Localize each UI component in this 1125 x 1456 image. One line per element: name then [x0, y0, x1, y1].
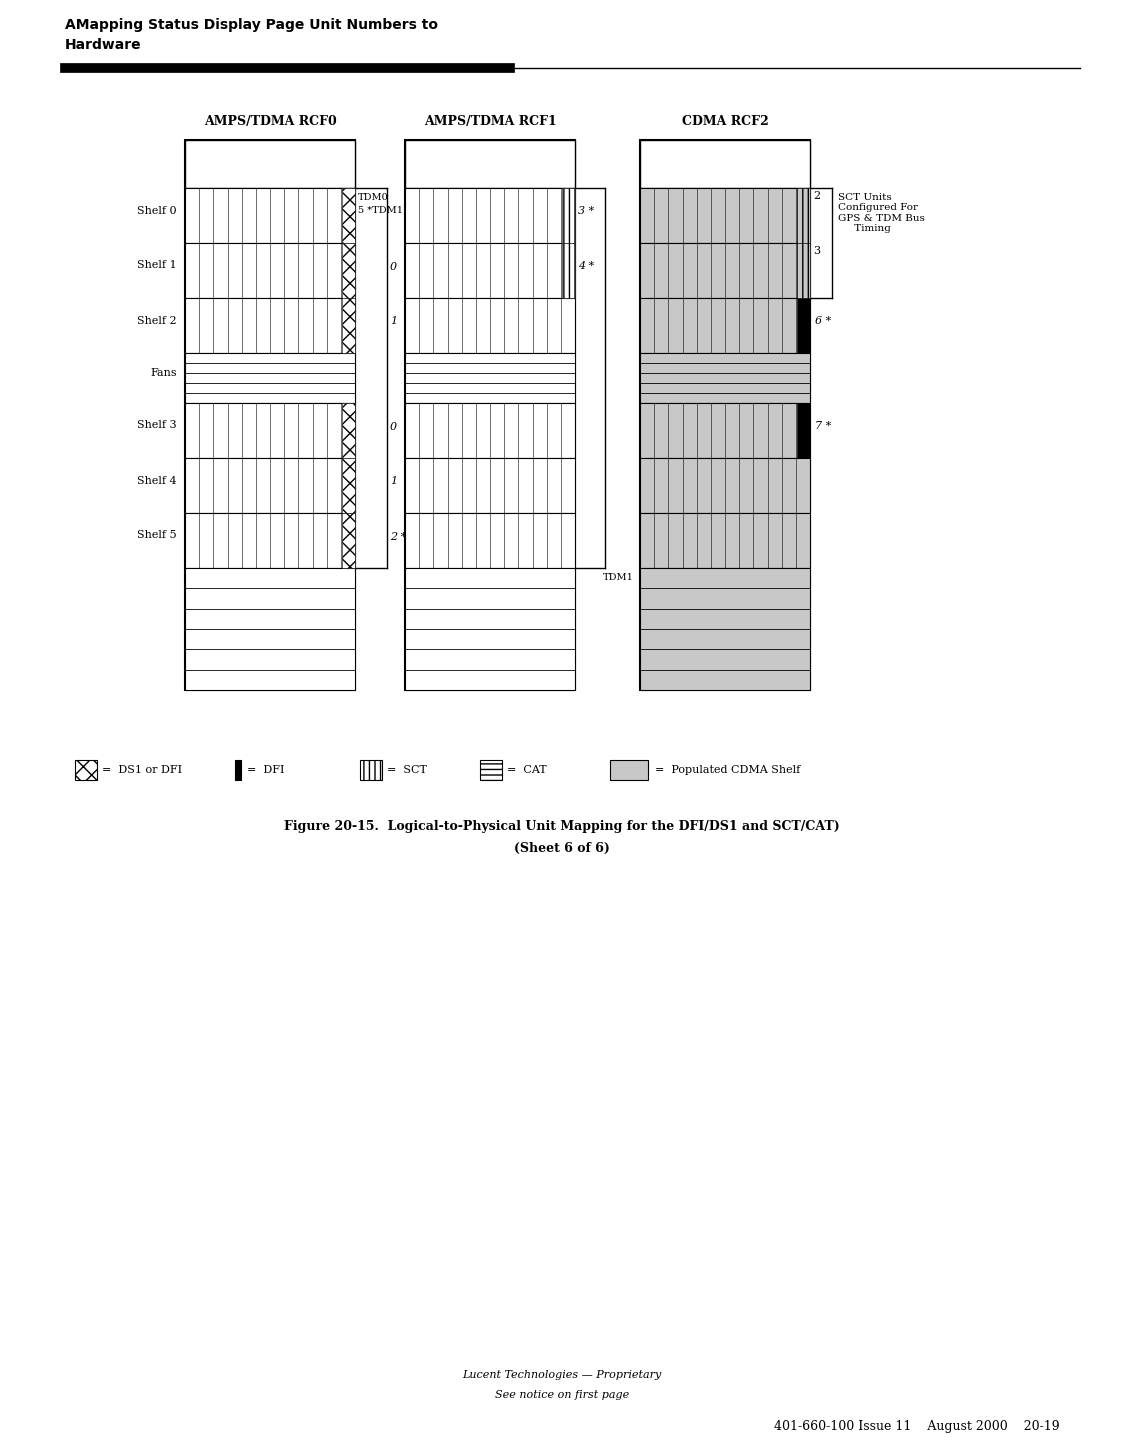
Text: Shelf 4: Shelf 4: [137, 476, 177, 485]
Bar: [184, 568, 356, 690]
Text: Lucent Technologies — Proprietary: Lucent Technologies — Proprietary: [462, 1370, 662, 1380]
Text: Shelf 2: Shelf 2: [137, 316, 177, 326]
Text: 5 *TDM1: 5 *TDM1: [358, 205, 403, 215]
Bar: [184, 459, 356, 513]
Bar: [480, 760, 502, 780]
Bar: [640, 459, 810, 513]
Text: Fans: Fans: [151, 368, 177, 379]
Text: Shelf 1: Shelf 1: [137, 261, 177, 271]
Text: AMPS/TDMA RCF0: AMPS/TDMA RCF0: [204, 115, 336, 128]
Text: 3: 3: [813, 246, 820, 256]
Text: 4 *: 4 *: [578, 261, 594, 271]
Text: 2: 2: [813, 191, 820, 201]
Text: TDM1: TDM1: [603, 574, 633, 582]
Text: Shelf 5: Shelf 5: [137, 530, 177, 540]
Bar: [184, 188, 356, 243]
Bar: [75, 760, 97, 780]
Bar: [184, 403, 356, 459]
Bar: [360, 760, 382, 780]
Text: Figure 20-15.  Logical-to-Physical Unit Mapping for the DFI/DS1 and SCT/CAT): Figure 20-15. Logical-to-Physical Unit M…: [285, 820, 840, 833]
Bar: [405, 243, 575, 298]
Text: 0: 0: [390, 421, 397, 431]
Bar: [405, 403, 575, 459]
Text: =  CAT: = CAT: [507, 764, 547, 775]
Text: 2 *: 2 *: [390, 531, 406, 542]
Bar: [796, 243, 810, 298]
Bar: [342, 298, 356, 352]
Text: 6 *: 6 *: [814, 316, 831, 326]
Bar: [640, 568, 810, 690]
Bar: [610, 760, 648, 780]
Bar: [184, 352, 356, 403]
Bar: [405, 188, 575, 243]
Text: =  SCT: = SCT: [387, 764, 426, 775]
Bar: [342, 513, 356, 568]
Text: See notice on first page: See notice on first page: [495, 1390, 629, 1401]
Text: =  Populated CDMA Shelf: = Populated CDMA Shelf: [655, 764, 800, 775]
Text: 7 *: 7 *: [814, 421, 831, 431]
Bar: [640, 403, 810, 459]
Bar: [342, 459, 356, 513]
Bar: [342, 403, 356, 459]
Text: AMPS/TDMA RCF1: AMPS/TDMA RCF1: [424, 115, 557, 128]
Bar: [184, 298, 356, 352]
Text: (Sheet 6 of 6): (Sheet 6 of 6): [514, 842, 610, 855]
Bar: [640, 243, 810, 298]
Text: SCT Units
Configured For
GPS & TDM Bus
     Timing: SCT Units Configured For GPS & TDM Bus T…: [838, 194, 925, 233]
Text: 1: 1: [390, 476, 397, 486]
Bar: [405, 140, 575, 188]
Bar: [640, 188, 810, 243]
Bar: [405, 298, 575, 352]
Text: Hardware: Hardware: [65, 38, 142, 52]
Bar: [562, 188, 575, 243]
Bar: [796, 298, 810, 352]
Bar: [405, 352, 575, 403]
Text: 0: 0: [390, 262, 397, 271]
Text: 401-660-100 Issue 11    August 2000    20-19: 401-660-100 Issue 11 August 2000 20-19: [774, 1420, 1060, 1433]
Bar: [640, 352, 810, 403]
Bar: [342, 188, 356, 243]
Bar: [405, 568, 575, 690]
Bar: [640, 298, 810, 352]
Text: =  DFI: = DFI: [248, 764, 285, 775]
Bar: [405, 459, 575, 513]
Text: Shelf 0: Shelf 0: [137, 205, 177, 215]
Bar: [184, 140, 356, 690]
Bar: [640, 513, 810, 568]
Bar: [235, 760, 241, 780]
Text: CDMA RCF2: CDMA RCF2: [682, 115, 768, 128]
Text: 1: 1: [390, 316, 397, 326]
Bar: [640, 140, 810, 188]
Bar: [405, 140, 575, 690]
Text: TDM0: TDM0: [358, 194, 389, 202]
Bar: [184, 140, 356, 188]
Bar: [562, 243, 575, 298]
Text: =  DS1 or DFI: = DS1 or DFI: [102, 764, 182, 775]
Bar: [184, 513, 356, 568]
Bar: [405, 513, 575, 568]
Bar: [342, 243, 356, 298]
Text: AMapping Status Display Page Unit Numbers to: AMapping Status Display Page Unit Number…: [65, 17, 438, 32]
Bar: [796, 403, 810, 459]
Text: 3 *: 3 *: [578, 205, 594, 215]
Bar: [640, 140, 810, 690]
Bar: [184, 243, 356, 298]
Text: Shelf 3: Shelf 3: [137, 421, 177, 431]
Bar: [796, 188, 810, 243]
